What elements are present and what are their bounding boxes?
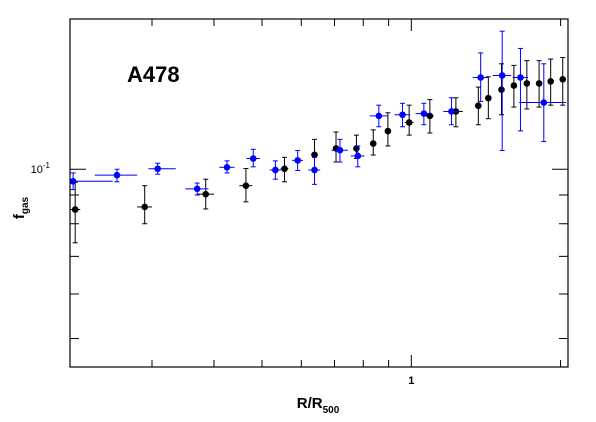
y-axis-label-main: f xyxy=(11,213,28,219)
data-point xyxy=(336,146,344,154)
data-point xyxy=(426,112,434,120)
data-point xyxy=(69,177,77,185)
data-point xyxy=(71,206,79,213)
series-layer xyxy=(69,30,567,244)
data-point xyxy=(399,111,406,119)
axis-ticks: 1 10-1 xyxy=(31,19,568,387)
data-point xyxy=(294,157,301,164)
x-axis-label-main: R/R xyxy=(297,395,323,412)
data-point xyxy=(202,190,210,198)
data-point xyxy=(475,102,482,110)
data-point xyxy=(547,78,554,85)
data-point xyxy=(384,127,392,135)
data-point xyxy=(272,166,279,174)
y-tick-label-base: 10 xyxy=(31,164,43,176)
x-tick-label: 1 xyxy=(408,375,414,387)
data-point xyxy=(193,185,201,193)
data-point xyxy=(477,74,484,81)
data-point xyxy=(420,110,428,117)
data-point xyxy=(540,99,548,106)
chart-title: A478 xyxy=(127,62,180,87)
data-point xyxy=(375,112,383,120)
data-point xyxy=(154,165,161,173)
data-point xyxy=(498,86,505,94)
x-axis-label-subscript: 500 xyxy=(323,405,340,416)
x-axis-label: R/R500 xyxy=(297,395,340,416)
data-point xyxy=(523,80,531,87)
data-point xyxy=(242,182,250,189)
series-1 xyxy=(69,30,566,196)
data-point xyxy=(535,80,543,87)
data-point xyxy=(405,119,413,126)
y-axis-label: fgas xyxy=(11,196,31,219)
plot-frame xyxy=(69,18,569,368)
data-point xyxy=(485,94,492,102)
data-point xyxy=(448,108,455,115)
data-point xyxy=(354,152,362,160)
data-point xyxy=(510,82,518,89)
data-point xyxy=(311,166,318,174)
data-point xyxy=(369,140,377,147)
data-point xyxy=(281,165,288,173)
y-tick-label: 10-1 xyxy=(31,161,51,176)
data-point xyxy=(311,151,318,159)
data-point xyxy=(141,203,149,211)
y-axis-label-subscript: gas xyxy=(20,196,31,214)
data-point xyxy=(517,74,524,81)
data-point xyxy=(113,171,121,179)
data-point xyxy=(498,72,506,79)
data-point xyxy=(249,155,257,162)
y-tick-label-exponent: -1 xyxy=(43,161,51,170)
data-point xyxy=(223,164,231,171)
data-point xyxy=(559,76,567,83)
